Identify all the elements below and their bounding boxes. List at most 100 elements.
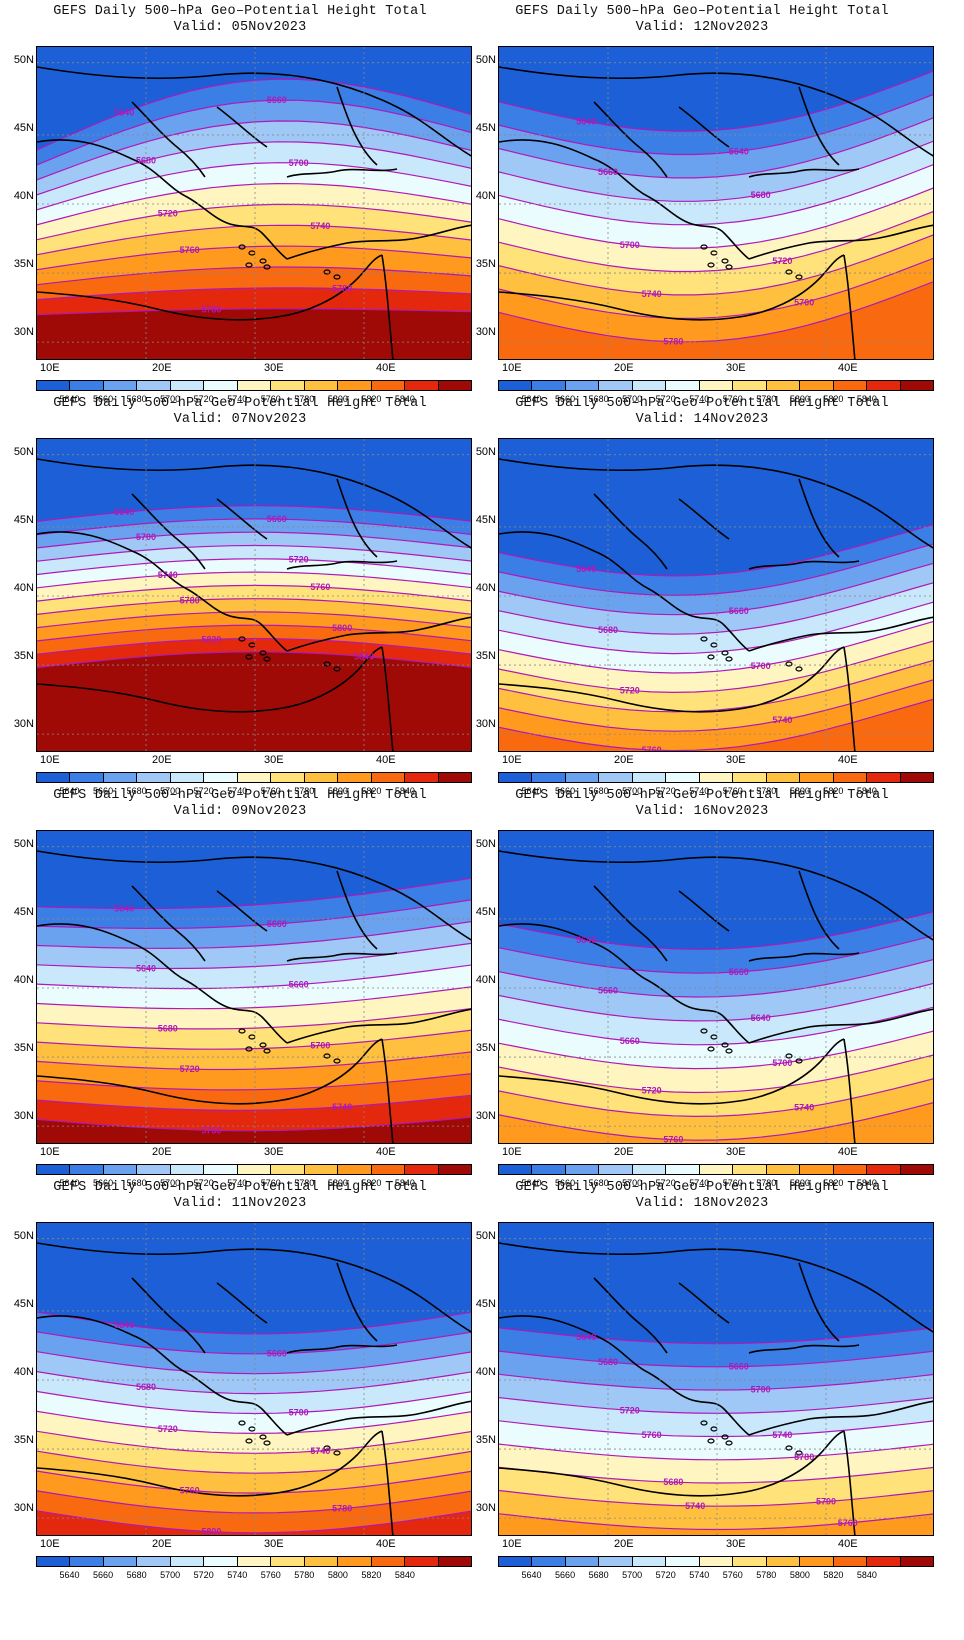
contour-line — [499, 582, 933, 635]
colorbar-label: 5680 — [126, 1178, 147, 1188]
island — [323, 269, 331, 275]
contour-field: 5640 5660 5640 5660 5680 5700 5720 5740 5760 — [37, 831, 471, 1143]
coastline — [381, 1430, 394, 1535]
colorbar-swatch — [338, 773, 372, 782]
contour-label: 5720 — [180, 1064, 200, 1074]
contour-label: 5660 — [598, 986, 618, 996]
contour-line — [499, 601, 933, 655]
coastline — [381, 254, 394, 359]
colorbar-swatch — [599, 1165, 633, 1174]
lon-tick-label: 20E — [152, 754, 172, 766]
lat-tick-label: 50N — [475, 446, 496, 458]
contour-label: 5720 — [289, 555, 309, 565]
colorbar-swatch — [733, 1557, 767, 1566]
colorbar-swatch — [800, 1165, 834, 1174]
map-panel: GEFS Daily 500–hPa Geo–Potential Height … — [0, 392, 480, 802]
colorbar-swatch — [338, 1165, 372, 1174]
contour-label: 5640 — [114, 507, 134, 517]
fill-band — [499, 1102, 933, 1143]
colorbar-label: 5680 — [126, 394, 147, 404]
panel-title: GEFS Daily 500–hPa Geo–Potential Height … — [53, 788, 427, 803]
map-panel: GEFS Daily 500–hPa Geo–Potential Height … — [0, 1176, 480, 1586]
map-panel: GEFS Daily 500–hPa Geo–Potential Height … — [462, 0, 942, 410]
contour-label: 5720 — [620, 1405, 640, 1415]
lat-tick-label: 50N — [13, 1230, 34, 1242]
coastline — [843, 1430, 856, 1535]
colorbar-swatch — [800, 1557, 834, 1566]
contour-field: 5640 5660 5680 5700 5720 5740 5760 — [499, 439, 933, 751]
colorbar-label: 5720 — [193, 394, 214, 404]
geopotential-map: 5640 5660 5680 5700 5720 5740 5760 5780 5680 5700… — [498, 1222, 934, 1536]
colorbar-swatch — [632, 381, 667, 390]
contour-label: 5740 — [310, 221, 330, 231]
colorbar-label: 5640 — [521, 394, 542, 404]
coastline — [748, 560, 860, 570]
colorbar-label: 5660 — [555, 1178, 576, 1188]
contour-label: 5640 — [114, 1320, 134, 1330]
lon-tick-label: 10E — [40, 362, 60, 374]
colorbar-swatch — [699, 1557, 734, 1566]
lat-tick-label: 30N — [13, 718, 34, 730]
coastline — [678, 1282, 730, 1324]
island — [707, 262, 715, 268]
colorbar-swatch — [766, 773, 801, 782]
island — [721, 650, 729, 656]
lon-tick-label: 40E — [838, 754, 858, 766]
fill-band — [499, 699, 933, 751]
lat-tick-label: 35N — [475, 650, 496, 662]
colorbar-label: 5800 — [327, 394, 348, 404]
colorbar-label: 5820 — [823, 1570, 844, 1580]
colorbar-swatch — [70, 1557, 104, 1566]
island — [725, 264, 733, 270]
colorbar-swatch — [237, 381, 272, 390]
contour-line — [37, 531, 471, 549]
colorbar-swatch — [405, 1165, 439, 1174]
lon-tick-label: 40E — [838, 1146, 858, 1158]
coastline — [748, 224, 933, 260]
lat-tick-label: 30N — [13, 1502, 34, 1514]
contour-line — [499, 543, 933, 596]
contour-line — [499, 1489, 933, 1507]
contour-label: 5640 — [114, 107, 134, 117]
colorbar-swatch — [565, 1557, 600, 1566]
coastline — [131, 1277, 206, 1354]
coastline — [748, 952, 860, 962]
contour-line — [37, 558, 471, 576]
colorbar-swatch — [271, 1165, 305, 1174]
island — [795, 1450, 803, 1456]
contour-line — [499, 1030, 933, 1070]
contour-label: 5800 — [201, 1527, 221, 1536]
contour-field: 5640 5660 5680 5700 5720 5740 5760 5780 5780 — [37, 47, 471, 359]
lon-tick-label: 40E — [376, 1146, 396, 1158]
lat-tick-label: 50N — [475, 1230, 496, 1242]
contour-label: 5660 — [729, 967, 749, 977]
contour-field: 5640 5660 5680 5700 5720 5740 5760 5780 5800 — [37, 1223, 471, 1536]
contour-label: 5780 — [201, 304, 221, 314]
colorbar-label: 5840 — [394, 1570, 415, 1580]
colorbar-swatch — [733, 1165, 767, 1174]
lat-tick-label: 35N — [475, 1434, 496, 1446]
colorbar-label: 5800 — [789, 786, 810, 796]
colorbar-swatch — [532, 1165, 566, 1174]
contour-line — [37, 1490, 471, 1514]
colorbar-label: 5760 — [260, 1570, 281, 1580]
colorbar-swatch — [37, 381, 71, 390]
contour-label: 5780 — [332, 1504, 352, 1514]
colorbar-swatch — [438, 381, 472, 390]
map-panel: GEFS Daily 500–hPa Geo–Potential Height … — [462, 392, 942, 802]
colorbar-label: 5660 — [93, 1178, 114, 1188]
coastline — [216, 1282, 268, 1324]
colorbar-swatch — [565, 773, 600, 782]
colorbar-label: 5660 — [555, 394, 576, 404]
colorbar-label: 5760 — [722, 1178, 743, 1188]
colorbar-label: 5720 — [655, 1570, 676, 1580]
colorbar-swatch — [438, 773, 472, 782]
coastline — [593, 885, 668, 962]
panel-valid-date: Valid: 11Nov2023 — [173, 1196, 307, 1211]
panel-title: GEFS Daily 500–hPa Geo–Potential Height … — [53, 4, 427, 19]
colorbar-label: 5840 — [394, 786, 415, 796]
coastline — [798, 1262, 840, 1342]
geopotential-map: 5640 5660 5680 5700 5720 5740 5760 — [498, 438, 934, 752]
coastline — [37, 923, 288, 1044]
lat-tick-label: 35N — [13, 1042, 34, 1054]
